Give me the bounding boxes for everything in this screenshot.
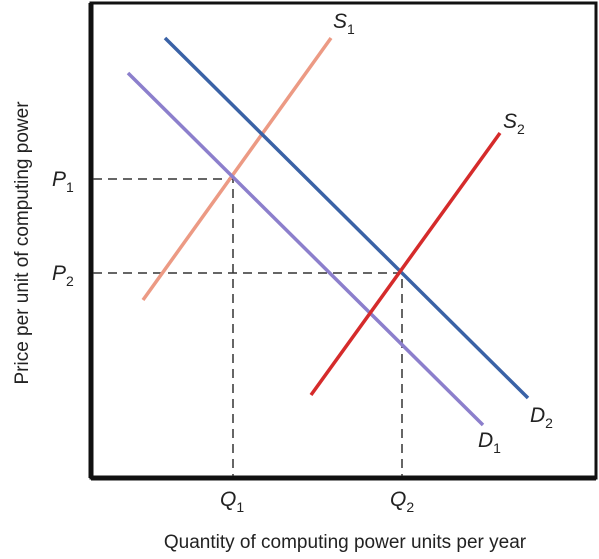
label-sub: 1 bbox=[66, 179, 74, 195]
label-main: S bbox=[333, 10, 347, 33]
supply-curve-2 bbox=[309, 131, 502, 397]
label-main: S bbox=[503, 110, 517, 133]
label-main: Q bbox=[390, 488, 406, 511]
y-axis-label: Price per unit of computing power bbox=[12, 101, 33, 385]
curve-label: S1 bbox=[333, 10, 355, 37]
demand-curve-1 bbox=[126, 71, 485, 427]
plot-frame bbox=[89, 1, 598, 480]
quantity-label: Q1 bbox=[220, 488, 244, 515]
curve-label: D2 bbox=[530, 404, 553, 431]
curve-label: S2 bbox=[503, 110, 525, 137]
supply-curve-1 bbox=[141, 36, 333, 302]
p2-q2-guide bbox=[93, 272, 403, 476]
label-sub: 1 bbox=[236, 499, 244, 515]
label-main: P bbox=[52, 168, 66, 191]
price-label: P2 bbox=[52, 262, 74, 289]
label-main: P bbox=[52, 262, 66, 285]
x-axis-label: Quantity of computing power units per ye… bbox=[164, 532, 527, 553]
label-sub: 1 bbox=[493, 440, 501, 456]
label-sub: 2 bbox=[545, 415, 553, 431]
demand-curve-2 bbox=[163, 36, 530, 400]
label-sub: 2 bbox=[406, 499, 414, 515]
label-sub: 2 bbox=[66, 273, 74, 289]
label-main: Q bbox=[220, 488, 236, 511]
quantity-label: Q2 bbox=[390, 488, 414, 515]
label-main: D bbox=[530, 404, 545, 427]
label-main: D bbox=[478, 429, 493, 452]
label-sub: 1 bbox=[347, 21, 355, 37]
p1-q1-guide bbox=[93, 178, 234, 476]
curve-label: D1 bbox=[478, 429, 501, 456]
label-sub: 2 bbox=[517, 121, 525, 137]
price-label: P1 bbox=[52, 168, 74, 195]
